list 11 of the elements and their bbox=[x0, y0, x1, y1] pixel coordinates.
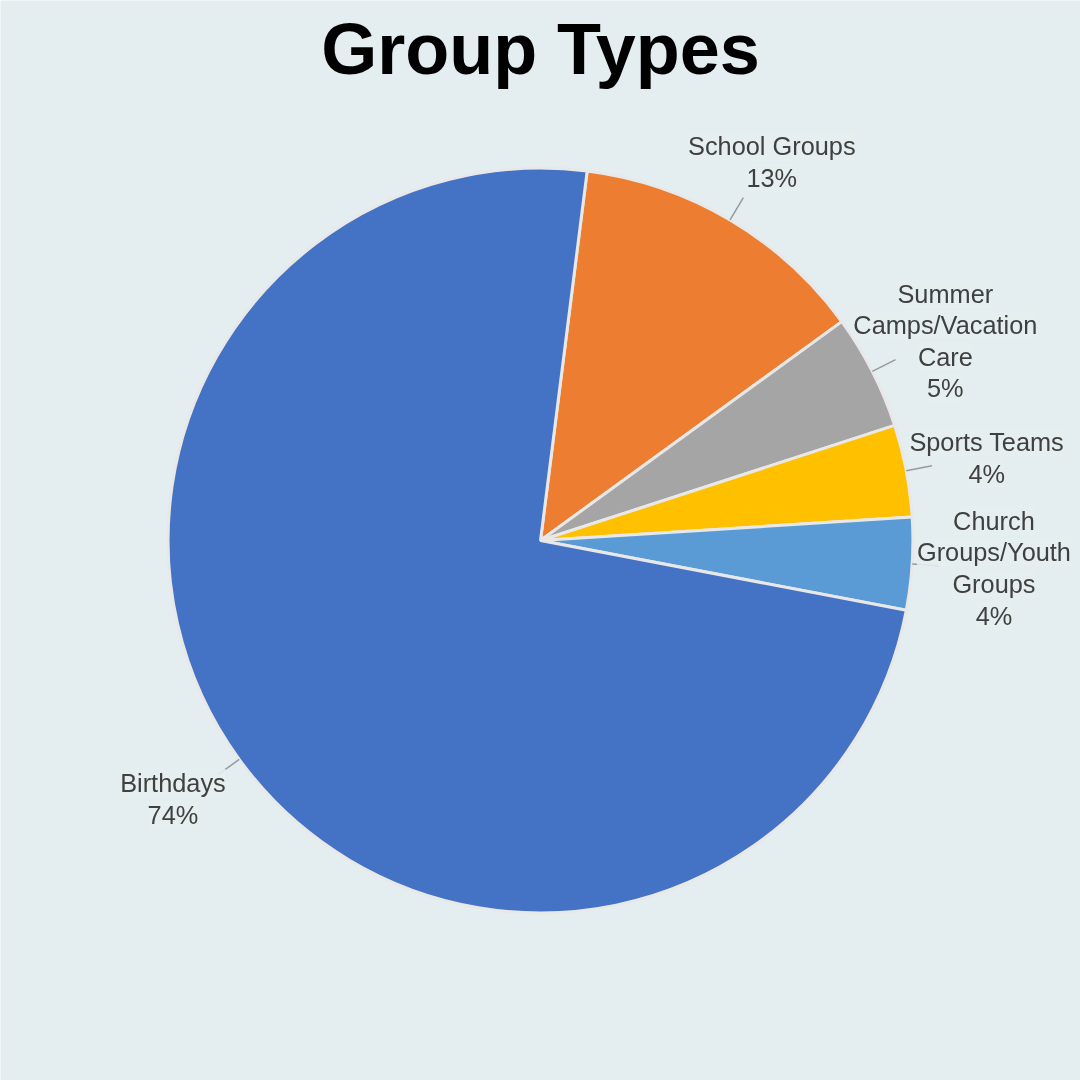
data-label: 13% bbox=[746, 164, 798, 193]
data-label: 4% bbox=[968, 459, 1006, 488]
data-label: 5% bbox=[927, 374, 964, 403]
chart-title: Group Types bbox=[321, 8, 760, 89]
slice-label: School Groups bbox=[688, 132, 856, 161]
slice-label: Church Groups/Youth Groups bbox=[916, 506, 1071, 598]
slice-label: Birthdays bbox=[120, 768, 226, 797]
slice-label: Sports Teams bbox=[909, 428, 1064, 457]
data-label: 4% bbox=[975, 601, 1013, 630]
data-label: 74% bbox=[147, 800, 199, 829]
slice-label: Summer Camps/Vacation Care bbox=[853, 279, 1038, 371]
